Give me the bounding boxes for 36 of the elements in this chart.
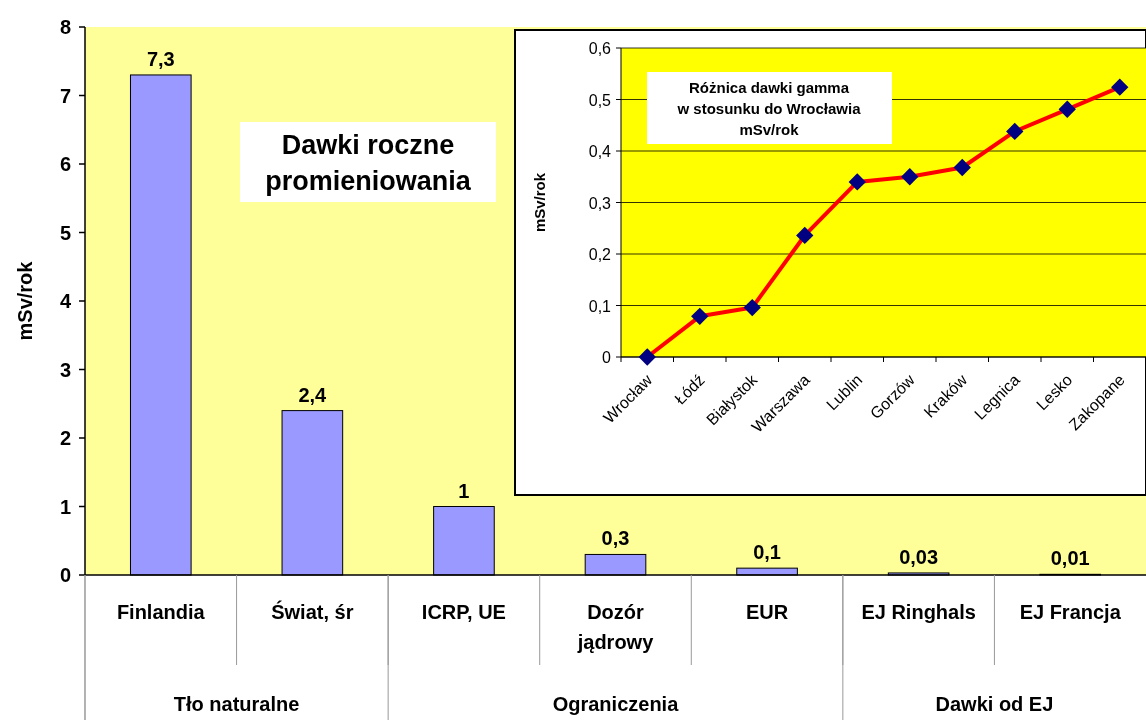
x-tick-label: Świat, śr — [271, 600, 354, 623]
y-tick-label: 8 — [59, 16, 71, 38]
data-label: 7,3 — [146, 47, 175, 70]
data-label: 0,03 — [899, 545, 939, 568]
y-tick-label: 0,4 — [588, 143, 612, 160]
data-label: 0,01 — [1050, 547, 1090, 570]
x-tick-label: Finlandia — [116, 601, 206, 623]
y-tick-label: 5 — [59, 221, 71, 244]
x-tick-label: ICRP, UE — [421, 601, 506, 623]
data-label: 1 — [458, 479, 470, 502]
data-label: 0,1 — [753, 541, 781, 564]
y-tick-label: 0,2 — [588, 246, 612, 263]
text: Tło naturalne — [173, 693, 300, 715]
x-tick-label: EUR — [745, 601, 789, 623]
y-tick-label: 6 — [59, 153, 71, 175]
data-label: 2,4 — [298, 383, 328, 406]
y-tick-label: 0 — [602, 349, 612, 366]
y-tick-label: 0 — [59, 564, 71, 586]
y-axis-title: mSv/rok — [531, 172, 548, 233]
y-tick-label: 0,5 — [588, 91, 612, 109]
y-tick-label: 2 — [59, 427, 71, 449]
y-tick-label: 7 — [59, 84, 71, 107]
text: Ograniczenia — [552, 693, 680, 715]
x-tick-label: Dozór jądrowy — [576, 601, 655, 653]
text: Dawki od EJ — [935, 693, 1054, 715]
x-tick-label: EJ Francja — [1019, 601, 1122, 623]
y-tick-label: 0,6 — [588, 40, 612, 57]
y-tick-label: 3 — [59, 358, 71, 381]
y-tick-label: 0,3 — [588, 194, 612, 212]
y-tick-label: 0,1 — [588, 297, 612, 315]
y-axis-title: mSv/rok — [14, 260, 36, 341]
text: Dawki roczne promieniowania — [265, 130, 472, 196]
x-tick-label: EJ Ringhals — [861, 601, 976, 623]
y-tick-label: 4 — [59, 290, 72, 312]
y-tick-label: 1 — [59, 495, 71, 518]
text: Różnica dawki gamma w stosunku do Wrocławia mSv/rok — [676, 79, 862, 138]
